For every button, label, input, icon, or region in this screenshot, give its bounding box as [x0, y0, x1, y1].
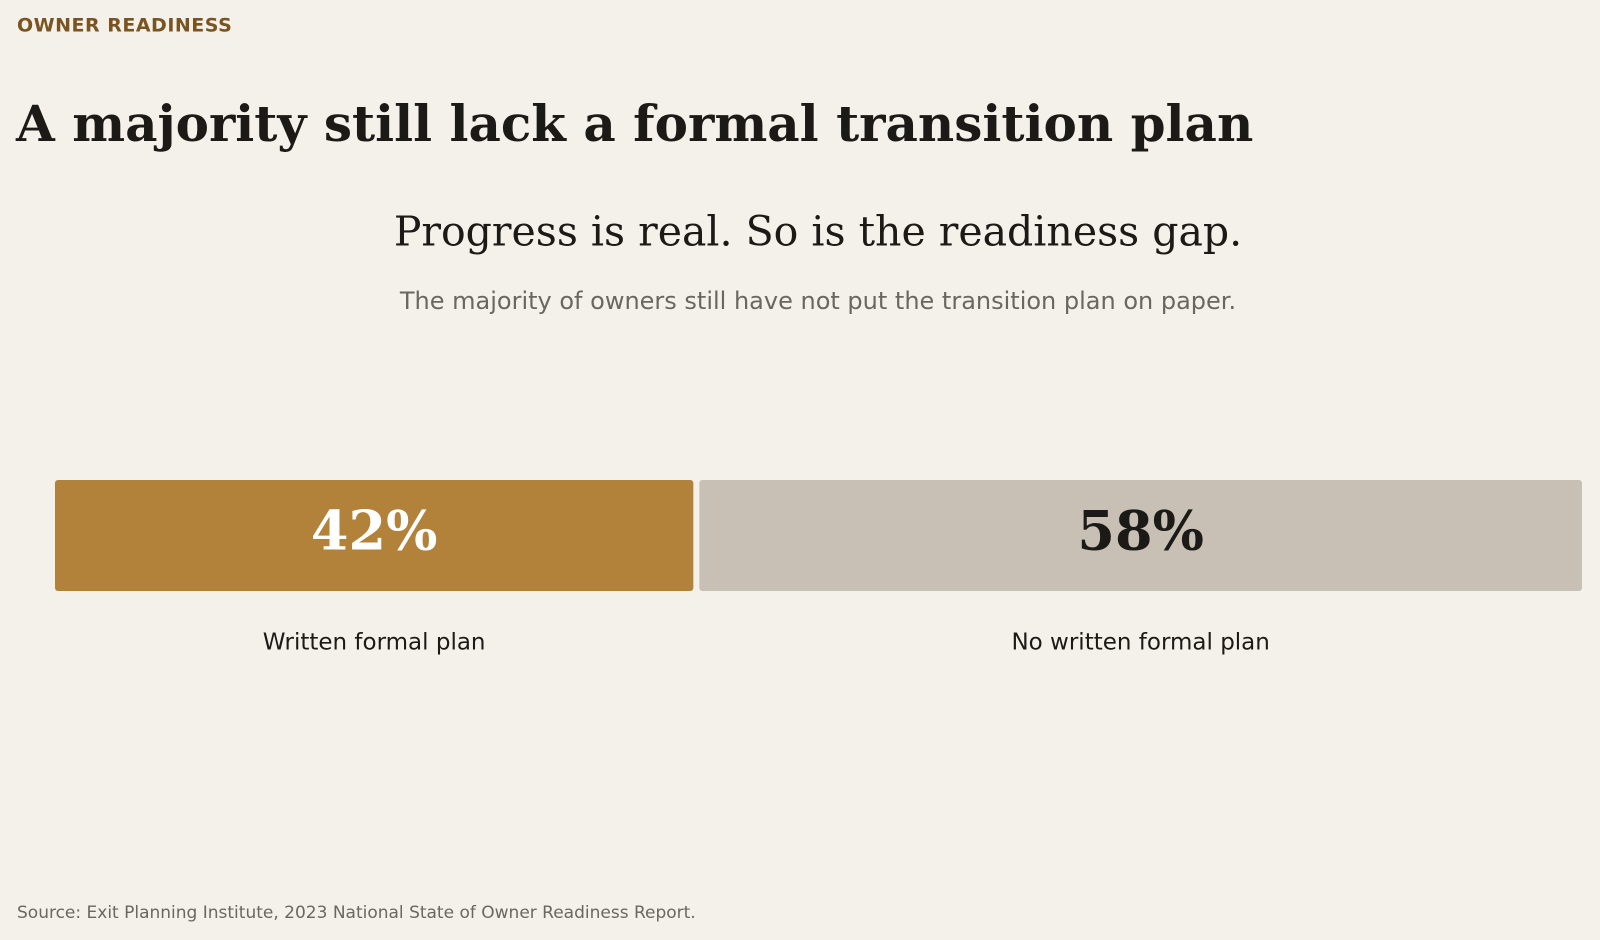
headline: A majority still lack a formal transitio… — [15, 94, 1253, 153]
chart-title: Progress is real. So is the readiness ga… — [394, 208, 1242, 256]
eyebrow: OWNER READINESS — [17, 15, 232, 37]
segment-label: No written formal plan — [1011, 630, 1269, 656]
value-label: 42% — [311, 499, 437, 563]
value-label: 58% — [1077, 499, 1203, 563]
source: Source: Exit Planning Institute, 2023 Na… — [17, 903, 696, 923]
chart-subtitle: The majority of owners still have not pu… — [399, 287, 1236, 315]
bar-segment — [55, 480, 694, 591]
segment-label: Written formal plan — [263, 630, 486, 656]
bar-segment — [699, 480, 1582, 591]
